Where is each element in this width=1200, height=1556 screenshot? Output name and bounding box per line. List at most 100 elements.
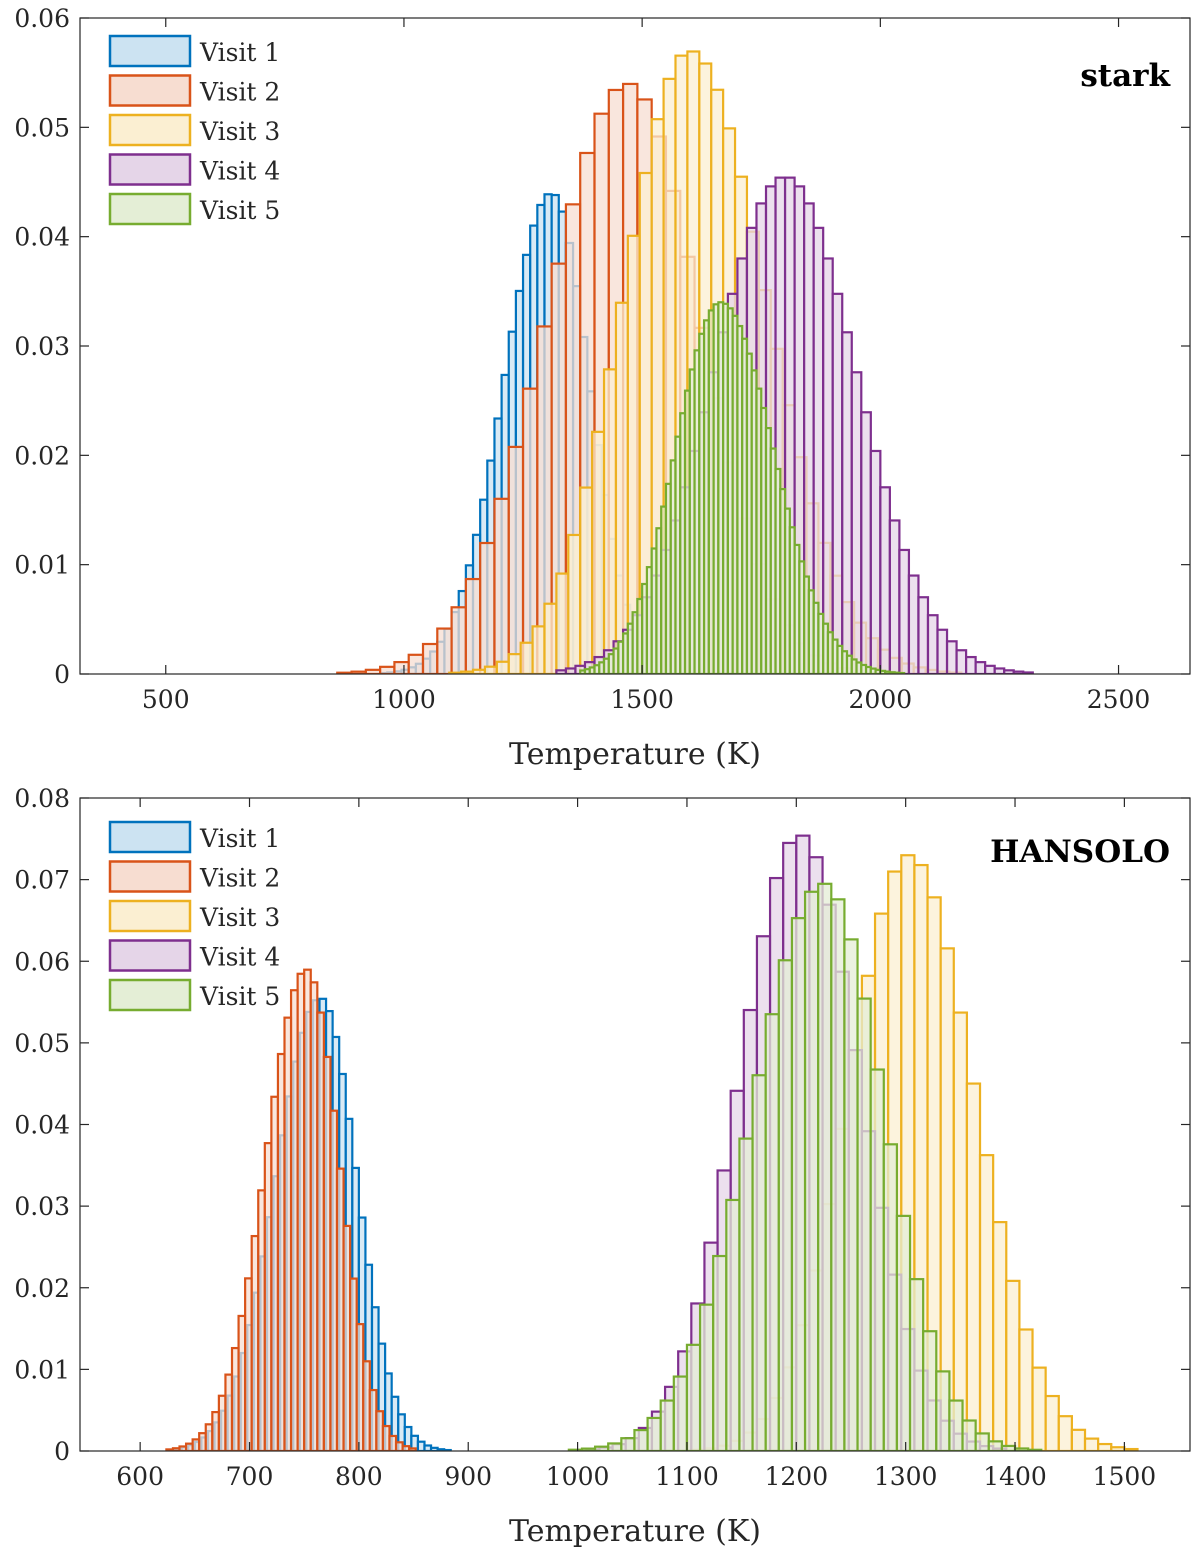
histogram-bar [978,1154,995,1451]
histogram-bar [869,1068,885,1451]
y-tick-label: 0.05 [14,113,70,142]
x-tick-label: 1400 [983,1462,1047,1491]
legend: Visit 1 Visit 2 Visit 3 Visit 4 Visit 5 [108,820,280,1012]
y-tick-label: 0.01 [14,551,70,580]
histogram-bar [952,1011,969,1451]
histogram-bar [672,1375,689,1451]
histogram-bar [895,1214,912,1451]
histogram-bar [464,577,482,674]
legend-entry: Visit 1 [199,38,280,67]
histogram-bar [531,625,546,674]
histogram-bar [579,486,594,674]
x-tick-label: 2500 [1087,685,1151,714]
x-tick-label: 1000 [546,1462,610,1491]
histogram-bar [869,449,882,674]
histogram-bar [1000,1444,1017,1451]
chart-panel-2: 600 700 800 900 1000 1100 1200 1300 1400 1500 0 0.0… [14,784,1191,1549]
histogram-bar [507,653,522,674]
panel-label: stark [1080,58,1171,94]
histogram-bar [1018,1328,1034,1451]
legend-entry: Visit 1 [199,824,280,853]
histogram-bar [495,660,510,674]
histogram-bar [698,1303,715,1451]
x-tick-label: 1000 [372,685,436,714]
histogram-bar [831,292,844,674]
chart-panel-1: 500 1000 1500 2000 2500 0 0.01 0.02 0.03 0.04 0.05… [14,4,1191,772]
legend-swatch [108,192,192,226]
histogram-bar [659,1399,675,1451]
histogram-bar [907,574,920,674]
histogram-bar [1083,1437,1100,1451]
histogram-bar [860,411,872,674]
y-tick-label: 0.01 [14,1355,70,1384]
x-tick-label: 800 [335,1462,383,1491]
x-tick-label: 2000 [849,685,913,714]
histogram-bar [965,1082,982,1451]
histogram-bar [483,665,498,674]
legend-entry: Visit 2 [199,78,280,107]
legend-entry: Visit 3 [199,117,280,146]
legend-swatch [108,820,192,854]
x-tick-label: 1200 [764,1462,828,1491]
histogram-bar [935,1370,951,1451]
histogram-bar [948,1399,964,1451]
histogram-bar [936,628,949,674]
histogram-bar [507,445,525,674]
histogram-bar [888,519,901,674]
histogram-bar [421,642,439,674]
histogram-bar [961,1419,977,1451]
histogram-bar [1057,1415,1073,1451]
histogram-bar [987,1440,1004,1451]
histogram-bar [543,602,558,674]
x-tick-label: 1100 [655,1462,719,1491]
histogram-bar [898,548,911,674]
legend-entry: Visit 4 [199,943,280,972]
histogram-bar [564,667,577,674]
histogram-bar [614,301,629,674]
legend-entry: Visit 5 [199,196,280,225]
histogram-bar [633,1428,649,1451]
legend: Visit 1 Visit 2 Visit 3 Visit 4 Visit 5 [108,34,280,226]
histogram-bar [993,667,1006,674]
series-5-bars [567,882,1043,1451]
histogram-bar [917,596,930,674]
histogram-bar [790,917,807,1451]
y-tick-label: 0.07 [14,866,70,895]
y-tick-label: 0.04 [14,223,70,252]
histogram-bar [407,653,425,674]
legend-swatch [108,978,192,1012]
histogram-bar [685,1343,702,1451]
histogram-bar [591,430,606,674]
x-tick-label: 900 [444,1462,492,1491]
x-tick-label: 1500 [610,685,674,714]
x-axis-title: Temperature (K) [509,1514,761,1549]
histogram-bar [620,1437,636,1451]
histogram-bar [471,668,487,674]
histogram-bar [725,1198,741,1451]
histogram-bar [1097,1442,1113,1451]
histogram-bar [922,1330,938,1451]
histogram-bar [364,668,382,674]
histogram-bar [843,938,859,1451]
histogram-bar [1027,1448,1043,1451]
histogram-bar [436,627,453,674]
histogram-bar [856,997,872,1451]
histogram-bar [777,959,794,1451]
histogram-bar [493,497,510,674]
bars-group [336,50,1034,674]
histogram-bar [1031,1366,1047,1451]
histogram-bar [450,606,467,674]
histogram-bar [593,1445,610,1451]
panel-label: HANSOLO [990,834,1170,870]
histogram-bar [992,1221,1008,1451]
histogram-bar [822,257,834,674]
histogram-bar [379,665,396,674]
histogram-bar [926,614,939,674]
histogram-bar [850,371,863,674]
histogram-bar [1044,1394,1060,1451]
legend-swatch [108,153,192,186]
y-tick-label: 0.06 [14,947,70,976]
histogram-bar [908,1278,925,1451]
y-tick-label: 0 [54,660,70,689]
